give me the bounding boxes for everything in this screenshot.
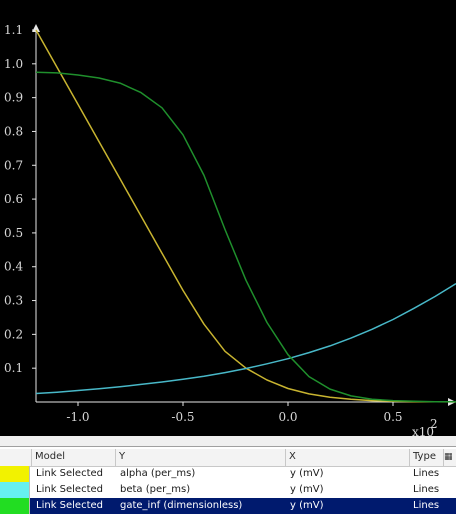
row-y: gate_inf (dimensionless) [120, 500, 243, 511]
x-axis-multiplier-exponent: 2 [430, 417, 438, 431]
row-type: Lines [413, 484, 440, 495]
row-x: y (mV) [290, 500, 324, 511]
row-x: y (mV) [290, 468, 324, 479]
series-line-beta [35, 282, 456, 395]
row-y: beta (per_ms) [120, 484, 191, 495]
x-tick-label: 0.0 [278, 410, 297, 424]
y-tick-label: 0.4 [4, 260, 23, 274]
y-tick-label: 0.1 [4, 361, 23, 375]
y-tick-label: 0.7 [4, 158, 23, 172]
header-color-column [0, 449, 32, 466]
y-tick-label: 0.5 [4, 226, 23, 240]
header-model[interactable]: Model [32, 449, 116, 466]
plot-panel[interactable]: 0.1 0.2 0.3 0.4 0.5 0.6 0.7 0.8 0.9 1.0 1.1 -1.0 -0.… [0, 0, 456, 436]
series-color-swatch[interactable] [0, 466, 30, 482]
table-row[interactable]: Link Selected alpha (per_ms) y (mV) Line… [0, 466, 456, 482]
x-tick-label: -1.0 [66, 410, 89, 424]
y-tick-label: 0.3 [4, 294, 23, 308]
y-tick-label: 1.1 [4, 23, 23, 37]
row-model: Link Selected [36, 500, 104, 511]
line-chart: 0.1 0.2 0.3 0.4 0.5 0.6 0.7 0.8 0.9 1.0 1.1 -1.0 -0.… [4, 23, 456, 436]
table-options-icon[interactable]: ▦ [444, 452, 453, 462]
y-tick-label: 0.6 [4, 192, 23, 206]
series-line-gate_inf [35, 71, 456, 403]
table-header-row: Model Y X Type ▦ [0, 449, 456, 467]
y-tick-label: 0.9 [4, 91, 23, 105]
row-type: Lines [413, 500, 440, 511]
x-axis-multiplier: x10 [412, 425, 434, 436]
y-tick-label: 0.2 [4, 327, 23, 341]
header-y[interactable]: Y [116, 449, 286, 466]
header-x[interactable]: X [286, 449, 410, 466]
series-color-swatch[interactable] [0, 482, 30, 498]
header-type[interactable]: Type [410, 449, 444, 466]
series-table: Model Y X Type ▦ Link Selected alpha (pe… [0, 446, 456, 517]
table-row-selected[interactable]: Link Selected gate_inf (dimensionless) y… [0, 498, 456, 514]
table-row[interactable]: Link Selected beta (per_ms) y (mV) Lines [0, 482, 456, 498]
panel-splitter[interactable] [0, 436, 456, 446]
row-y: alpha (per_ms) [120, 468, 196, 479]
row-x: y (mV) [290, 484, 324, 495]
series-line-alpha [35, 29, 456, 403]
row-model: Link Selected [36, 484, 104, 495]
row-model: Link Selected [36, 468, 104, 479]
x-tick-label: -0.5 [171, 410, 194, 424]
y-tick-label: 1.0 [4, 57, 23, 71]
row-type: Lines [413, 468, 440, 479]
y-tick-label: 0.8 [4, 124, 23, 138]
x-tick-label: 0.5 [383, 410, 402, 424]
series-color-swatch[interactable] [0, 498, 30, 514]
